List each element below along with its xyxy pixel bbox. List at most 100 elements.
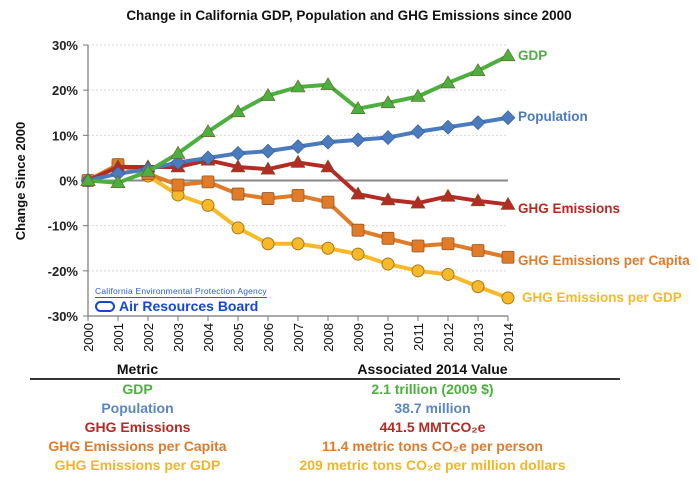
table-row: Population 38.7 million [30,399,620,418]
data-point [410,88,426,102]
data-point [260,161,276,175]
table-row: GHG Emissions per Capita 11.4 metric tons… [30,437,620,456]
data-point [140,163,156,177]
data-point [170,155,186,170]
data-point [500,110,516,126]
data-point [350,186,366,200]
header-metric: Metric [116,361,159,377]
chart-title: Change in California GDP, Population and… [126,8,572,23]
data-point [440,75,456,89]
value-cell: 2.1 trillion (2009 $) [371,381,494,397]
data-point [380,192,396,206]
x-tick-label: 2000 [81,323,96,352]
y-tick-label: 10% [52,128,78,143]
data-point [230,145,246,161]
data-point [381,257,395,271]
metric-cell: GHG Emissions [84,419,191,435]
data-point [201,175,215,189]
data-point [350,101,366,114]
metric-cell: GHG Emissions per Capita [48,438,227,454]
table-row: GDP 2.1 trillion (2009 $) [30,380,620,399]
data-point [290,79,306,93]
x-tick-label: 2009 [351,323,366,352]
data-point [321,241,335,255]
metric-cell: GDP [122,381,153,397]
value-cell: 11.4 metric tons CO₂e per person [322,438,543,454]
data-point [321,195,335,209]
value-cell: 38.7 million [394,400,471,416]
data-point [200,124,216,138]
x-tick-label: 2001 [111,323,126,352]
arb-logo: California Environmental Protection Agen… [95,286,267,314]
data-point [110,175,126,189]
legend-label: Population [518,109,588,124]
y-tick-label: -20% [48,264,79,279]
data-point [410,195,426,209]
legend-label: GHG Emissions [518,201,620,216]
y-axis-label: Change Since 2000 [13,122,28,241]
data-point [80,172,96,186]
data-point [440,119,456,135]
data-point [170,145,186,159]
x-tick-label: 2008 [321,323,336,352]
header-value: Associated 2014 Value [357,361,508,377]
data-point [410,124,426,140]
data-point [470,63,486,77]
x-tick-label: 2004 [201,323,216,352]
table-row: GHG Emissions 441.5 MMTCO₂e [30,418,620,437]
data-point [290,139,306,155]
data-point [411,264,425,278]
x-tick-label: 2005 [231,323,246,352]
data-point [501,291,515,305]
data-point [230,104,246,118]
data-point [171,178,185,192]
y-tick-label: -30% [48,309,79,324]
data-point [381,231,395,245]
data-point [291,189,305,202]
data-point [351,247,365,261]
x-tick-label: 2013 [471,323,486,352]
x-tick-label: 2010 [381,323,396,352]
metric-cell: Population [101,400,174,416]
data-point [351,223,365,237]
table-header: Metric Associated 2014 Value [30,361,620,380]
y-tick-label: -10% [48,219,79,234]
data-point [500,196,516,210]
metric-cell: GHG Emissions per GDP [54,457,221,473]
data-point [201,198,215,212]
x-tick-label: 2014 [501,323,516,352]
data-point [500,48,516,62]
data-point [231,221,245,235]
data-point [411,239,425,253]
data-point [320,77,336,91]
y-tick-label: 20% [52,83,78,98]
data-point [441,267,455,281]
data-point [350,132,366,148]
data-point [320,134,336,150]
data-point [260,87,276,101]
data-point [471,244,485,257]
data-point [291,237,305,251]
data-point [260,143,276,159]
x-tick-label: 2011 [411,323,426,351]
value-cell: 441.5 MMTCO₂e [379,419,486,435]
data-point [470,115,486,131]
data-point [441,237,455,251]
agency-label: California Environmental Protection Agen… [95,286,267,298]
data-point [320,159,336,173]
data-point [231,187,245,201]
data-point [261,192,275,205]
data-point [261,237,275,251]
legend-label: GDP [518,48,547,63]
data-point [380,95,396,109]
x-tick-label: 2012 [441,323,456,352]
values-table: Metric Associated 2014 Value GDP 2.1 tril… [30,361,620,475]
data-point [380,130,396,146]
y-tick-label: 0% [59,174,78,189]
data-point [470,193,486,207]
table-row: GHG Emissions per GDP 209 metric tons CO₂… [30,456,620,475]
legend-label: GHG Emissions per Capita [518,253,690,268]
data-point [440,188,456,202]
arb-logo-icon [95,300,115,312]
board-label: Air Resources Board [119,298,259,314]
